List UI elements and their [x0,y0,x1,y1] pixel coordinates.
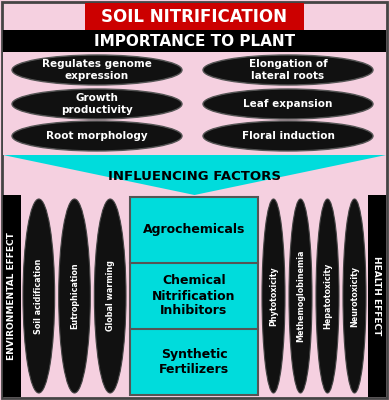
Text: Growth
productivity: Growth productivity [61,93,133,115]
Ellipse shape [12,89,182,119]
Ellipse shape [12,55,182,85]
Ellipse shape [203,121,373,151]
Text: Agrochemicals: Agrochemicals [143,224,245,236]
Text: IMPORTANCE TO PLANT: IMPORTANCE TO PLANT [94,34,295,48]
Text: Floral induction: Floral induction [242,131,335,141]
Text: ENVIRONMENTAL EFFECT: ENVIRONMENTAL EFFECT [7,232,16,360]
FancyBboxPatch shape [85,3,304,30]
Ellipse shape [95,199,126,393]
Text: SOIL NITRIFICATION: SOIL NITRIFICATION [102,8,287,26]
Text: Hepatotoxicity: Hepatotoxicity [323,263,332,329]
FancyBboxPatch shape [368,195,386,397]
Ellipse shape [203,55,373,85]
FancyBboxPatch shape [3,195,21,397]
Text: INFLUENCING FACTORS: INFLUENCING FACTORS [108,170,281,184]
Text: Neurotoxicity: Neurotoxicity [350,266,359,326]
Text: Regulates genome
expression: Regulates genome expression [42,59,152,81]
Text: Leaf expansion: Leaf expansion [243,99,333,109]
Ellipse shape [262,199,285,393]
Text: Methemoglobinemia: Methemoglobinemia [296,250,305,342]
Ellipse shape [289,199,312,393]
Text: HEALTH EFFECT: HEALTH EFFECT [373,256,382,336]
Ellipse shape [316,199,339,393]
Text: Elongation of
lateral roots: Elongation of lateral roots [249,59,328,81]
FancyBboxPatch shape [3,30,386,52]
Ellipse shape [59,199,90,393]
Text: Global warming: Global warming [106,260,115,332]
Text: Chemical
Nitrification
Inhibitors: Chemical Nitrification Inhibitors [152,274,236,318]
Ellipse shape [203,89,373,119]
Ellipse shape [343,199,366,393]
Text: Phytotoxicity: Phytotoxicity [269,266,278,326]
Text: Root morphology: Root morphology [46,131,148,141]
Ellipse shape [12,121,182,151]
Ellipse shape [23,199,55,393]
Text: Synthetic
Fertilizers: Synthetic Fertilizers [159,348,229,376]
FancyBboxPatch shape [3,195,386,397]
Text: Soil acidification: Soil acidification [34,258,43,334]
Text: Eutrophication: Eutrophication [70,263,79,329]
FancyBboxPatch shape [3,52,386,155]
Polygon shape [3,155,386,195]
FancyBboxPatch shape [2,2,387,398]
FancyBboxPatch shape [130,197,258,395]
